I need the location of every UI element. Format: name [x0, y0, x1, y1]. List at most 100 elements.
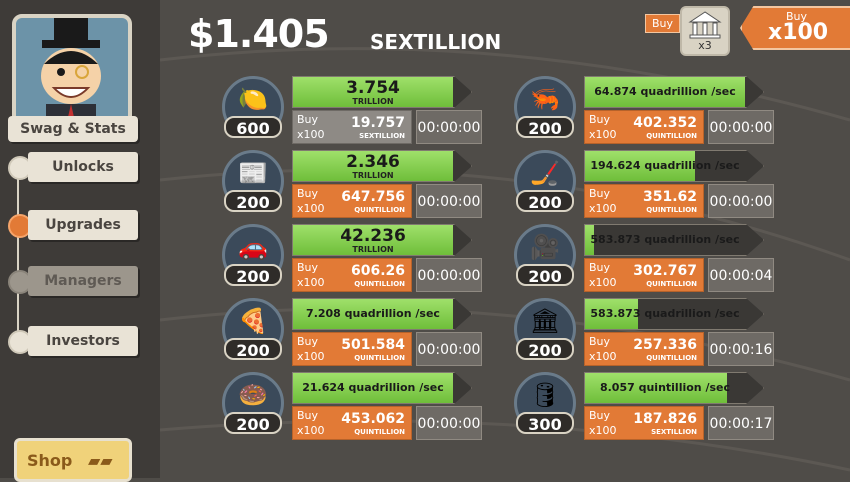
- money-unit: SEXTILLION: [370, 30, 502, 54]
- buy-cost-unit: QUINTILLION: [646, 206, 697, 214]
- owned-count: 200: [224, 338, 282, 360]
- buy-cost-unit: QUINTILLION: [354, 354, 405, 362]
- timer: 00:00:04: [708, 258, 774, 292]
- revenue-unit: TRILLION: [352, 97, 394, 106]
- owned-count: 600: [224, 116, 282, 138]
- buy-cost: 501.584: [341, 337, 405, 353]
- buy-label: Buy: [297, 187, 319, 200]
- multiplier-button[interactable]: x3: [680, 6, 730, 56]
- nav-connector: [17, 172, 19, 342]
- nav-item-upgrades[interactable]: Upgrades: [8, 210, 138, 240]
- newspaper-icon: 📰: [238, 159, 268, 187]
- business-card: 🎥 200 583.873 quadrillion /sec Buy x100 302.7…: [514, 224, 774, 294]
- progress-fill: [585, 299, 639, 329]
- buy-qty: x100: [297, 350, 325, 363]
- revenue-rate: 194.624 quadrillion /sec: [590, 159, 740, 172]
- revenue-progress-bar[interactable]: 8.057 quintillion /sec: [584, 372, 764, 404]
- buy-button[interactable]: Buy x100 351.62 QUINTILLION: [584, 184, 704, 218]
- revenue-progress-bar[interactable]: 2.346 TRILLION: [292, 150, 472, 182]
- shrimp-icon: 🦐: [530, 85, 560, 113]
- buy-button[interactable]: Buy x100 257.336 QUINTILLION: [584, 332, 704, 366]
- buy-cost-unit: QUINTILLION: [354, 428, 405, 436]
- buy-cost-unit: QUINTILLION: [646, 280, 697, 288]
- nav-item-managers[interactable]: Managers: [8, 266, 138, 296]
- timer: 00:00:00: [708, 184, 774, 218]
- business-card: 🍕 200 7.208 quadrillion /sec Buy x100 501.584…: [222, 298, 482, 368]
- business-card: 🍋 600 3.754 TRILLION Buy x100 19.757 SEXTILLION…: [222, 76, 482, 146]
- buy-cost: 606.26: [350, 263, 405, 279]
- revenue-rate: 583.873 quadrillion /sec: [590, 233, 740, 246]
- progress-fill: [293, 225, 454, 255]
- revenue-rate: 64.874 quadrillion /sec: [594, 85, 736, 98]
- buy-cost-unit: QUINTILLION: [354, 206, 405, 214]
- owned-count: 200: [516, 190, 574, 212]
- timer: 00:00:00: [416, 406, 482, 440]
- revenue-progress-bar[interactable]: 21.624 quadrillion /sec: [292, 372, 472, 404]
- business-card: 🏒 200 194.624 quadrillion /sec Buy x100 351.6…: [514, 150, 774, 220]
- revenue-progress-bar[interactable]: 583.873 quadrillion /sec: [584, 224, 764, 256]
- buy-multiplier-button[interactable]: Buy x100: [740, 6, 850, 50]
- revenue-progress-bar[interactable]: 194.624 quadrillion /sec: [584, 150, 764, 182]
- shop-button[interactable]: Shop ▰▰: [14, 438, 132, 482]
- nav-item-investors[interactable]: Investors: [8, 326, 138, 356]
- swag-stats-button[interactable]: Swag & Stats: [8, 116, 138, 142]
- progress-fill: [293, 151, 454, 181]
- business-card: 🍩 200 21.624 quadrillion /sec Buy x100 453.06…: [222, 372, 482, 442]
- buy-button[interactable]: Buy x100 647.756 QUINTILLION: [292, 184, 412, 218]
- buy-qty: x100: [589, 202, 617, 215]
- multiplier-count: x3: [698, 39, 712, 52]
- nav-label: Managers: [28, 266, 138, 296]
- nav-label: Upgrades: [28, 210, 138, 240]
- revenue-rate: 21.624 quadrillion /sec: [302, 381, 444, 394]
- revenue-amount: 42.236: [340, 226, 406, 246]
- buy-button[interactable]: Buy x100 501.584 QUINTILLION: [292, 332, 412, 366]
- revenue-progress-bar[interactable]: 7.208 quadrillion /sec: [292, 298, 472, 330]
- buy-button[interactable]: Buy x100 453.062 QUINTILLION: [292, 406, 412, 440]
- buy-label: Buy: [297, 261, 319, 274]
- timer: 00:00:00: [416, 110, 482, 144]
- progress-fill: [293, 373, 454, 403]
- nav-item-unlocks[interactable]: Unlocks: [8, 152, 138, 182]
- timer: 00:00:00: [416, 332, 482, 366]
- revenue-progress-bar[interactable]: 583.873 quadrillion /sec: [584, 298, 764, 330]
- buy-qty: x100: [589, 424, 617, 437]
- buy-small-label[interactable]: Buy: [645, 14, 681, 33]
- revenue-unit: TRILLION: [352, 245, 394, 254]
- buy-big-top: Buy: [786, 10, 808, 23]
- buy-button[interactable]: Buy x100 19.757 SEXTILLION: [292, 110, 412, 144]
- buy-cost: 351.62: [642, 189, 697, 205]
- buy-label: Buy: [297, 335, 319, 348]
- revenue-progress-bar[interactable]: 42.236 TRILLION: [292, 224, 472, 256]
- timer: 00:00:16: [708, 332, 774, 366]
- movie-camera-icon: 🎥: [530, 233, 560, 261]
- buy-label: Buy: [589, 261, 611, 274]
- buy-cost: 647.756: [341, 189, 405, 205]
- buy-big-amount: x100: [768, 20, 829, 45]
- progress-fill: [585, 77, 746, 107]
- buy-button[interactable]: Buy x100 402.352 QUINTILLION: [584, 110, 704, 144]
- buy-cost: 19.757: [350, 115, 405, 131]
- shop-label: Shop: [27, 451, 73, 470]
- business-card: 📰 200 2.346 TRILLION Buy x100 647.756 QUINTILLI…: [222, 150, 482, 220]
- revenue-amount: 2.346: [346, 152, 400, 172]
- buy-cost-unit: SEXTILLION: [359, 132, 405, 140]
- bank-icon: 🏛: [529, 307, 561, 335]
- buy-button[interactable]: Buy x100 606.26 QUINTILLION: [292, 258, 412, 292]
- business-card: 🏛 200 583.873 quadrillion /sec Buy x100 257.3…: [514, 298, 774, 368]
- buy-button[interactable]: Buy x100 187.826 SEXTILLION: [584, 406, 704, 440]
- money-amount: $1.405: [188, 12, 330, 56]
- nav-label: Unlocks: [28, 152, 138, 182]
- progress-fill: [585, 151, 696, 181]
- car-wash-icon: 🚗: [238, 233, 268, 261]
- owned-count: 200: [516, 338, 574, 360]
- progress-fill: [585, 373, 728, 403]
- hockey-icon: 🏒: [530, 159, 560, 187]
- business-card: 🚗 200 42.236 TRILLION Buy x100 606.26 QUINTILLI…: [222, 224, 482, 294]
- buy-button[interactable]: Buy x100 302.767 QUINTILLION: [584, 258, 704, 292]
- owned-count: 200: [516, 116, 574, 138]
- buy-label: Buy: [297, 409, 319, 422]
- revenue-amount: 3.754: [346, 78, 400, 98]
- revenue-progress-bar[interactable]: 64.874 quadrillion /sec: [584, 76, 764, 108]
- buy-qty: x100: [297, 202, 325, 215]
- revenue-progress-bar[interactable]: 3.754 TRILLION: [292, 76, 472, 108]
